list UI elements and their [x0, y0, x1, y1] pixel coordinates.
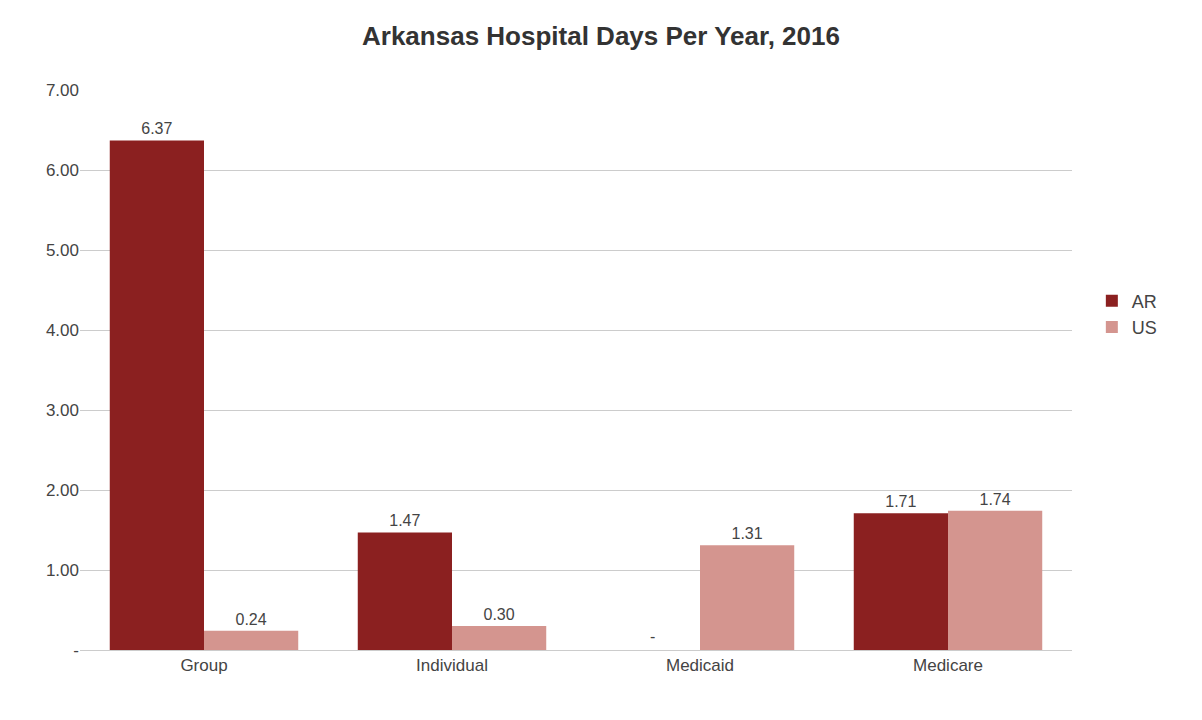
svg-text:6.37: 6.37: [141, 120, 172, 137]
svg-text:Individual: Individual: [416, 656, 488, 675]
svg-text:1.47: 1.47: [389, 512, 420, 529]
svg-text:4.00: 4.00: [46, 321, 79, 340]
svg-text:2.00: 2.00: [46, 481, 79, 500]
svg-text:Medicaid: Medicaid: [666, 656, 734, 675]
svg-text:US: US: [1132, 318, 1157, 338]
svg-text:0.30: 0.30: [483, 606, 514, 623]
svg-text:3.00: 3.00: [46, 401, 79, 420]
svg-text:Group: Group: [180, 656, 227, 675]
svg-text:-: -: [650, 628, 655, 645]
svg-text:Arkansas Hospital Days Per Yea: Arkansas Hospital Days Per Year, 2016: [362, 21, 840, 51]
svg-text:5.00: 5.00: [46, 241, 79, 260]
svg-text:0.24: 0.24: [235, 611, 266, 628]
svg-text:AR: AR: [1132, 292, 1157, 312]
svg-text:6.00: 6.00: [46, 161, 79, 180]
svg-text:-: -: [73, 641, 79, 660]
svg-text:1.00: 1.00: [46, 561, 79, 580]
svg-text:7.00: 7.00: [46, 81, 79, 100]
svg-text:1.71: 1.71: [885, 493, 916, 510]
svg-text:1.74: 1.74: [979, 491, 1010, 508]
svg-text:Medicare: Medicare: [913, 656, 983, 675]
svg-text:1.31: 1.31: [731, 525, 762, 542]
